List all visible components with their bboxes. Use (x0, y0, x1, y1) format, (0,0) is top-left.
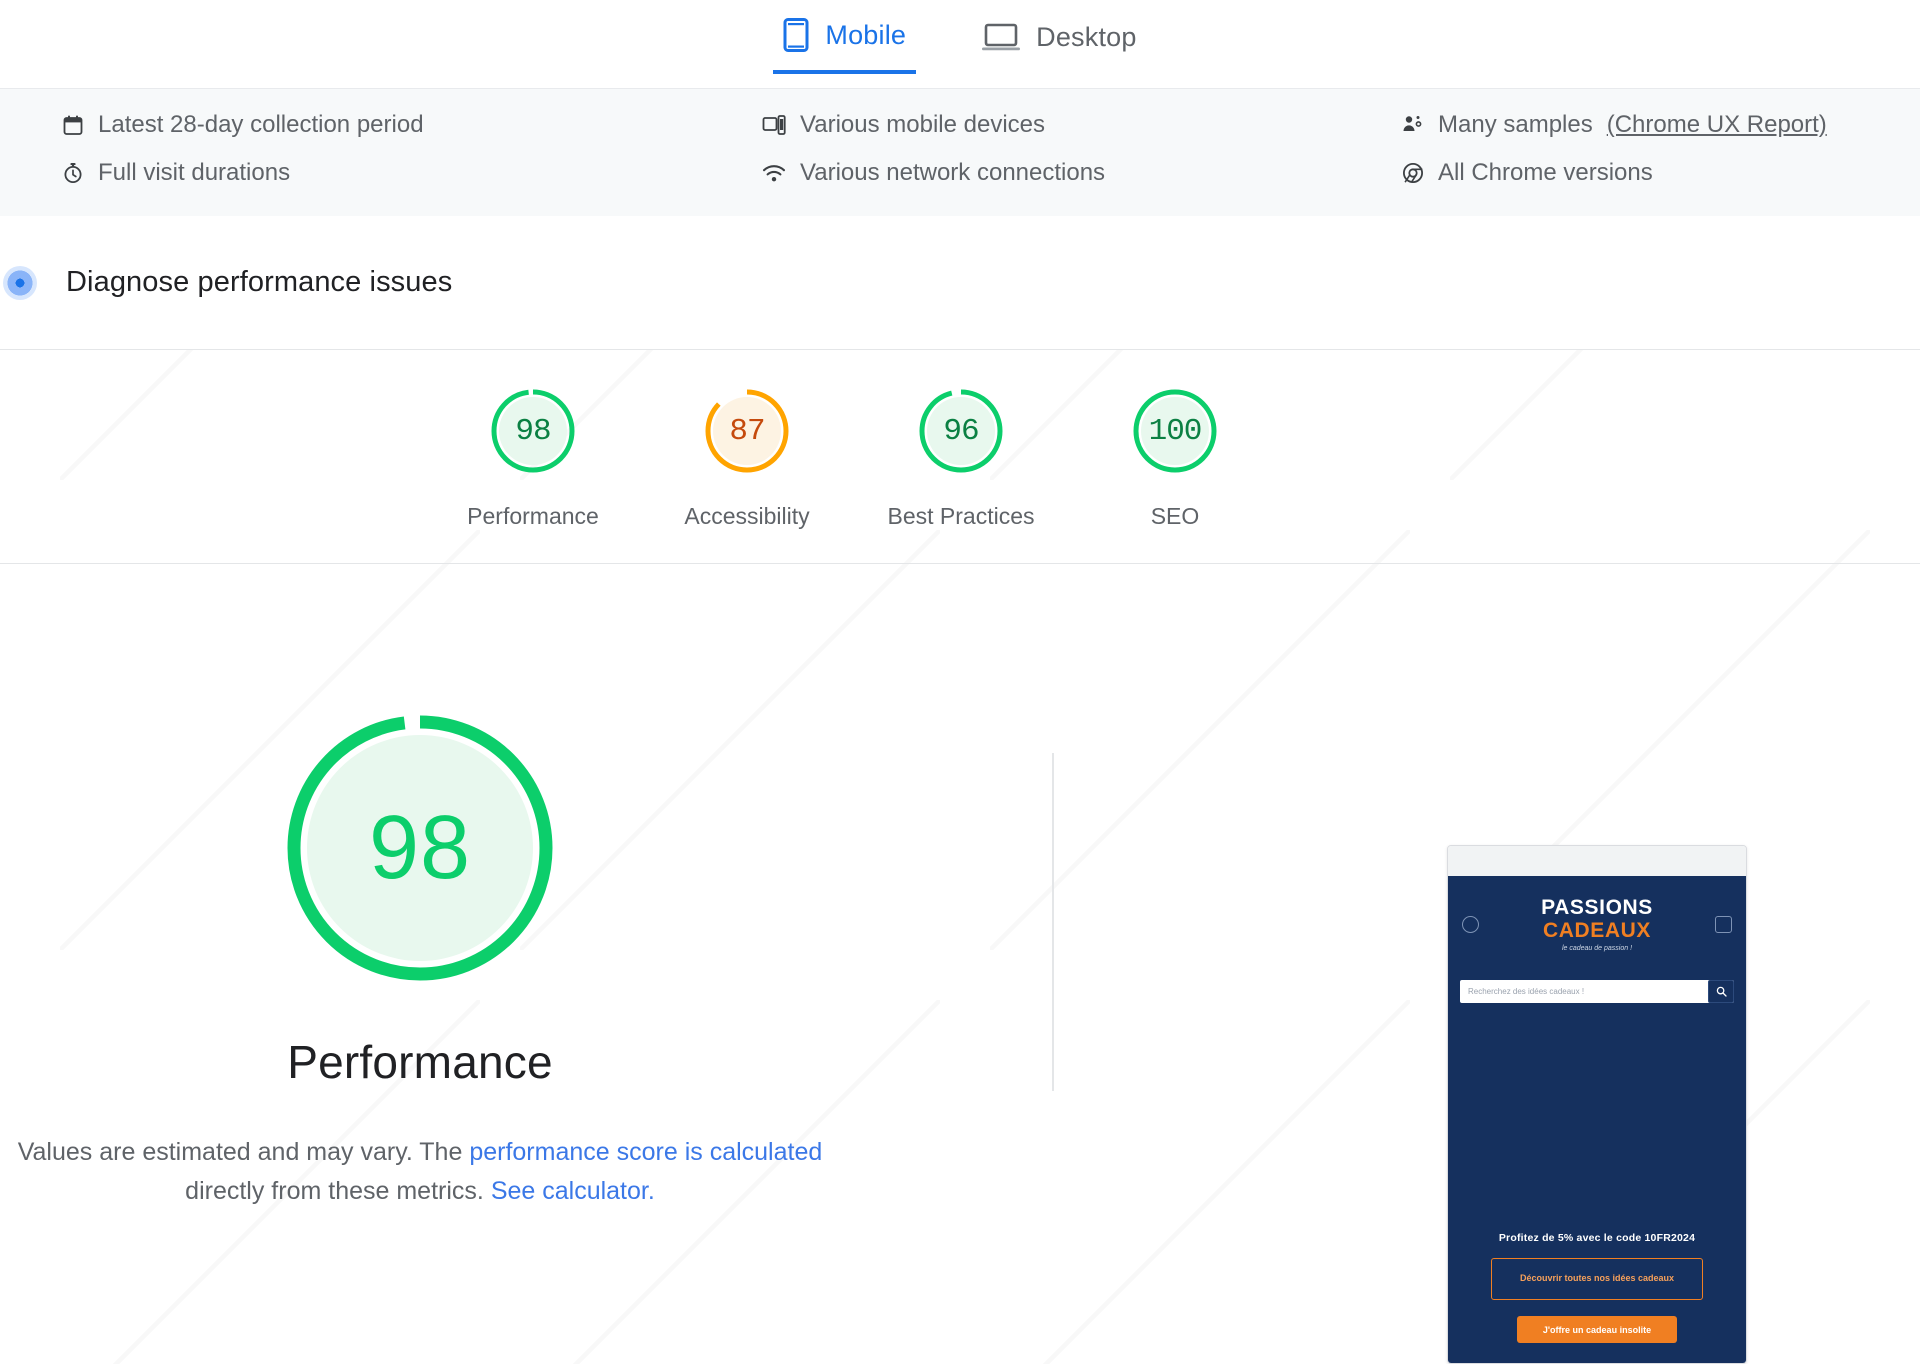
score-label: SEO (1150, 503, 1200, 529)
screenshot-brand-line1: PASSIONS (1541, 895, 1653, 919)
loading-indicator-icon (3, 265, 37, 300)
tab-mobile[interactable]: Mobile (773, 8, 917, 74)
meta-samples-text: Many samples (1438, 111, 1593, 138)
tab-desktop[interactable]: Desktop (972, 8, 1146, 74)
screenshot-hero: Profitez de 5% avec le code 10FR2024 Déc… (1448, 1010, 1746, 1363)
score-label: Best Practices (887, 503, 1035, 529)
mobile-page-screenshot[interactable]: PASSIONS CADEAUX le cadeau de passion ! … (1447, 845, 1747, 1364)
screenshot-brand: PASSIONS CADEAUX le cadeau de passion ! (1541, 897, 1653, 952)
laptop-icon (982, 22, 1021, 52)
performance-title: Performance (287, 1036, 553, 1088)
diagnose-performance-issues-row[interactable]: Diagnose performance issues (0, 216, 1920, 349)
meta-network: Various network connections (762, 159, 1402, 187)
meta-network-text: Various network connections (800, 159, 1106, 186)
description-part-2: directly from these metrics. (185, 1176, 491, 1205)
screenshot-site-header: PASSIONS CADEAUX le cadeau de passion ! (1448, 876, 1746, 972)
meta-visit-durations-text: Full visit durations (98, 159, 291, 186)
score-value: 96 (943, 413, 979, 449)
performance-detail-section: 98 Performance Values are estimated and … (0, 563, 1920, 1364)
devices-icon (762, 114, 786, 136)
meta-collection-period-text: Latest 28-day collection period (98, 111, 424, 138)
screenshot-search-bar: Recherchez des idées cadeaux ! (1448, 972, 1746, 1010)
description-part-1: Values are estimated and may vary. The (17, 1138, 470, 1166)
meta-chrome-versions: All Chrome versions (1402, 159, 1920, 187)
meta-devices-text: Various mobile devices (800, 111, 1046, 138)
divider (0, 349, 1920, 350)
screenshot-search-icon (1708, 979, 1734, 1003)
meta-samples: Many samples (Chrome UX Report) (1402, 111, 1920, 139)
screenshot-menu-icon (1462, 916, 1479, 933)
screenshot-cta-secondary: J'offre un cadeau insolite (1517, 1316, 1677, 1343)
score-ring: 96 (915, 385, 1007, 477)
score-value: 98 (515, 413, 551, 449)
performance-score-value: 98 (368, 797, 472, 898)
score-ring: 100 (1129, 385, 1221, 477)
screenshot-tagline: le cadeau de passion ! (1561, 944, 1633, 952)
meta-visit-durations: Full visit durations (62, 159, 762, 187)
mobile-phone-icon (783, 18, 809, 52)
meta-chrome-versions-text: All Chrome versions (1438, 159, 1653, 186)
chrome-icon (1402, 162, 1424, 184)
meta-collection-period: Latest 28-day collection period (62, 111, 762, 139)
screenshot-cart-icon (1715, 916, 1732, 933)
score-value: 87 (729, 413, 765, 449)
performance-description: Values are estimated and may vary. The p… (0, 1133, 860, 1211)
calendar-icon (62, 114, 84, 136)
performance-gauge-block: 98 Performance Values are estimated and … (0, 713, 840, 1211)
score-gauge-accessibility[interactable]: 87 Accessibility (682, 385, 812, 530)
diagnose-label: Diagnose performance issues (66, 266, 453, 298)
stopwatch-icon (62, 162, 84, 184)
meta-devices: Various mobile devices (762, 111, 1402, 139)
device-tabs: Mobile Desktop (0, 0, 1920, 88)
score-gauge-best-practices[interactable]: 96 Best Practices (888, 385, 1035, 530)
samples-icon (1402, 114, 1424, 136)
tab-desktop-label: Desktop (1036, 21, 1137, 52)
see-calculator-link[interactable]: See calculator. (490, 1176, 655, 1205)
wifi-icon (762, 162, 786, 184)
score-ring: 98 (487, 385, 579, 477)
divider (0, 563, 1920, 564)
score-value: 100 (1148, 413, 1203, 449)
screenshot-cta-primary: Découvrir toutes nos idées cadeaux (1491, 1258, 1703, 1300)
field-data-metadata-bar: Latest 28-day collection period Various … (0, 88, 1920, 216)
score-label: Performance (467, 503, 599, 529)
screenshot-search-input: Recherchez des idées cadeaux ! (1460, 979, 1734, 1003)
score-gauge-performance[interactable]: 98 Performance (467, 385, 599, 530)
score-gauge-seo[interactable]: 100 SEO (1110, 385, 1240, 530)
performance-score-calculated-link[interactable]: performance score is calculated (469, 1138, 823, 1166)
chrome-ux-report-link[interactable]: (Chrome UX Report) (1606, 111, 1827, 138)
category-scores: 98 Performance 87 Accessibility 96 (0, 349, 1920, 563)
vertical-divider (1052, 753, 1054, 1091)
screenshot-browser-bar (1448, 846, 1746, 876)
screenshot-promo-text: Profitez de 5% avec le code 10FR2024 (1498, 1232, 1696, 1244)
tab-mobile-label: Mobile (825, 19, 907, 50)
score-ring: 87 (701, 385, 793, 477)
performance-ring: 98 (285, 713, 555, 983)
screenshot-brand-line2: CADEAUX (1542, 918, 1652, 942)
score-label: Accessibility (684, 503, 810, 529)
